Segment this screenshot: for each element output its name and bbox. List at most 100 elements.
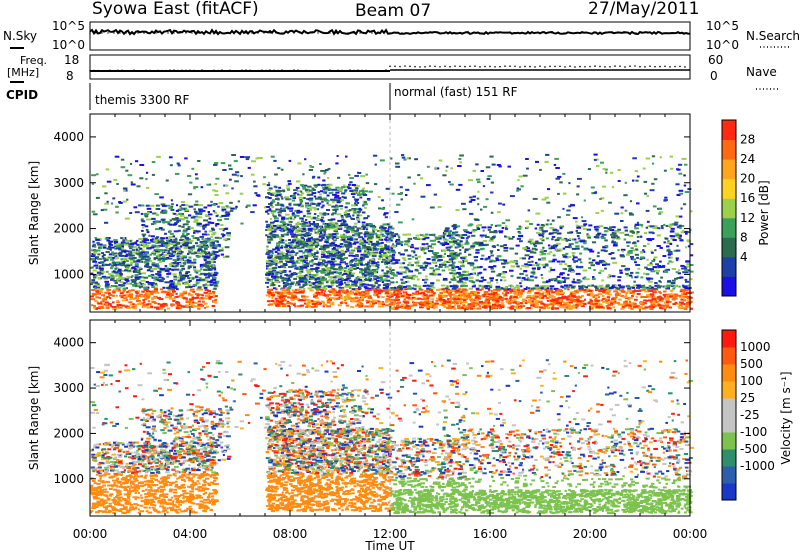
heatmap-cell <box>328 233 334 236</box>
heatmap-cell <box>335 191 340 194</box>
heatmap-cell <box>176 219 182 222</box>
nsearch-point <box>521 32 523 34</box>
heatmap-cell <box>151 244 156 247</box>
heatmap-cell <box>205 276 210 279</box>
heatmap-cell <box>276 224 279 227</box>
heatmap-cell <box>198 277 202 280</box>
heatmap-cell <box>149 306 154 309</box>
heatmap-cell <box>350 274 355 277</box>
heatmap-cell <box>108 286 112 288</box>
heatmap-cell <box>519 302 523 305</box>
heatmap-cell <box>163 211 168 214</box>
heatmap-cell <box>326 194 330 197</box>
heatmap-cell <box>164 269 170 272</box>
heatmap-cell <box>365 278 370 281</box>
heatmap-cell <box>571 305 576 307</box>
heatmap-cell <box>188 292 191 295</box>
heatmap-cell <box>172 212 175 215</box>
heatmap-cell <box>133 260 137 263</box>
heatmap-cell <box>164 256 170 259</box>
heatmap-cell <box>159 254 162 257</box>
heatmap-cell <box>339 301 343 304</box>
heatmap-cell <box>389 227 395 230</box>
heatmap-cell <box>189 303 193 306</box>
heatmap-cell <box>598 284 604 287</box>
heatmap-cell <box>559 304 564 307</box>
heatmap-cell <box>113 279 118 282</box>
heatmap-cell <box>283 233 287 236</box>
heatmap-cell <box>116 242 121 245</box>
heatmap-cell <box>273 259 278 262</box>
heatmap-cell <box>339 243 344 245</box>
heatmap-cell <box>203 247 208 250</box>
heatmap-cell <box>320 262 325 265</box>
heatmap-cell <box>201 233 207 236</box>
heatmap-cell <box>474 292 478 295</box>
heatmap-cell <box>158 249 164 252</box>
heatmap-cell <box>284 243 288 246</box>
heatmap-cell <box>305 190 310 193</box>
heatmap-cell <box>208 230 214 233</box>
heatmap-cell <box>312 305 318 308</box>
nsky-tick-low: 10^0 <box>52 38 85 52</box>
heatmap-cell <box>163 210 168 213</box>
heatmap-cell <box>379 276 383 279</box>
heatmap-cell <box>397 298 401 301</box>
heatmap-cell <box>353 292 358 295</box>
heatmap-cell <box>143 257 147 260</box>
heatmap-cell <box>462 301 468 304</box>
heatmap-cell <box>601 295 605 297</box>
nave-point <box>213 69 215 72</box>
heatmap-cell <box>294 209 299 212</box>
heatmap-cell <box>303 266 306 269</box>
heatmap-cell <box>167 250 171 253</box>
heatmap-cell <box>157 274 162 277</box>
heatmap-cell <box>444 300 449 303</box>
heatmap-cell <box>563 306 569 309</box>
heatmap-cell <box>158 261 162 264</box>
heatmap-cell <box>364 206 367 209</box>
heatmap-cell <box>115 294 118 297</box>
heatmap-cell <box>299 202 303 205</box>
heatmap-cell <box>515 297 518 300</box>
heatmap-cell <box>281 271 287 274</box>
heatmap-cell <box>139 241 144 244</box>
nsearch-point <box>263 32 265 34</box>
heatmap-cell <box>295 242 300 245</box>
heatmap-cell <box>313 295 316 298</box>
heatmap-cell <box>300 230 304 233</box>
heatmap-cell <box>291 294 297 297</box>
heatmap-cell <box>142 235 145 237</box>
heatmap-cell <box>353 198 356 201</box>
nave-point <box>93 69 95 72</box>
heatmap-cell <box>265 220 268 223</box>
heatmap-cell <box>385 266 389 269</box>
heatmap-cell <box>119 262 122 265</box>
heatmap-cell <box>266 223 270 226</box>
heatmap-cell <box>193 268 197 271</box>
heatmap-cell <box>367 297 373 299</box>
heatmap-cell <box>142 240 146 243</box>
heatmap-cell <box>276 276 280 279</box>
heatmap-cell <box>118 276 122 279</box>
heatmap-cell <box>354 204 358 207</box>
heatmap-cell <box>426 284 430 287</box>
heatmap-cell <box>316 240 319 243</box>
heatmap-cell <box>268 295 271 298</box>
heatmap-cell <box>156 307 160 310</box>
heatmap-cell <box>293 277 298 280</box>
heatmap-cell <box>304 264 309 267</box>
heatmap-cell <box>274 273 279 276</box>
heatmap-cell <box>605 301 610 304</box>
heatmap-cell <box>333 289 337 292</box>
heatmap-cell <box>351 227 355 229</box>
heatmap-cell <box>380 230 384 232</box>
heatmap-cell <box>185 271 191 273</box>
heatmap-cell <box>145 229 149 231</box>
heatmap-cell <box>275 264 278 267</box>
heatmap-cell <box>189 298 194 301</box>
heatmap-cell <box>159 227 163 230</box>
heatmap-cell <box>297 247 302 250</box>
heatmap-cell <box>488 289 491 292</box>
heatmap-cell <box>130 276 133 279</box>
